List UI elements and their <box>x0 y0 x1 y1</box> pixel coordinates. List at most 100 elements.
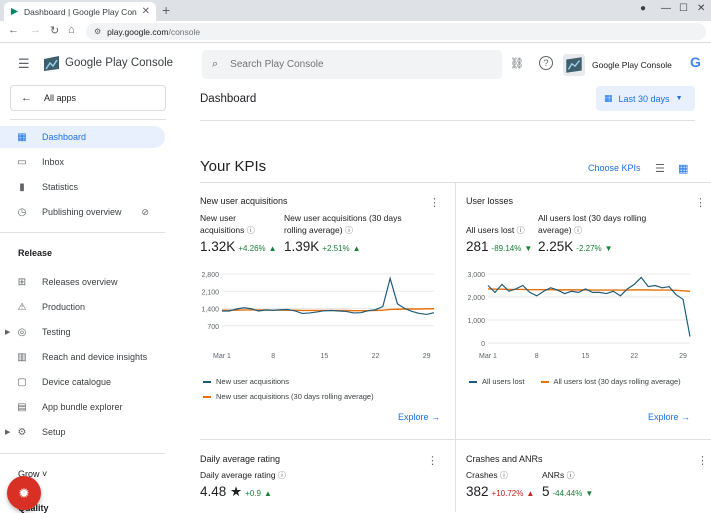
legend-item: All users lost All users lost (30 days ro… <box>469 377 681 386</box>
new-tab-icon[interactable]: + <box>162 2 171 18</box>
sidebar-item-label: Releases overview <box>42 277 118 287</box>
sidebar-item-publishing-overview[interactable]: ◷ Publishing overview ⊘ <box>0 201 165 223</box>
date-range-button[interactable]: ▦ Last 30 days ▼ <box>596 86 695 111</box>
all-apps-button[interactable]: ← All apps <box>10 85 166 111</box>
release-section-header: Release <box>18 248 53 258</box>
expand-setup-icon[interactable]: ▶ <box>5 429 11 436</box>
search-input[interactable] <box>230 59 471 70</box>
more-options-icon[interactable]: ⋮ <box>427 455 438 467</box>
url-host: play.google.com <box>107 26 169 37</box>
x-tick-label: 15 <box>582 353 590 360</box>
minimize-icon[interactable]: — <box>661 3 671 14</box>
x-tick-label: 29 <box>423 353 431 360</box>
legend-item: New user acquisitions (30 days rolling a… <box>203 392 374 401</box>
sidebar-item-statistics[interactable]: ▮ Statistics <box>0 176 165 198</box>
kpi-card-rating: Daily average rating ⋮ Daily average rat… <box>200 454 456 512</box>
explore-link[interactable]: Explore → <box>648 412 691 422</box>
app-logo-text: Google Play Console <box>65 57 174 69</box>
date-range-label: Last 30 days <box>618 93 670 104</box>
grid-view-icon[interactable]: ▦ <box>678 163 689 175</box>
explore-link[interactable]: Explore → <box>398 412 441 422</box>
play-console-favicon <box>10 7 19 16</box>
chevron-down-icon: ▼ <box>675 95 683 102</box>
choose-kpis-link[interactable]: Choose KPIs <box>588 163 641 173</box>
grow-section-header[interactable]: Grow ˅ <box>18 469 48 479</box>
series-line-average <box>487 288 691 292</box>
bug-icon: ✹ <box>18 484 30 501</box>
link-icon[interactable]: ⛓ <box>510 58 524 70</box>
sidebar-item-production[interactable]: ⚠ Production <box>0 296 165 318</box>
metric-delta: -89.14% <box>491 244 522 253</box>
divider <box>10 119 166 120</box>
metric-delta: +0.9 <box>245 489 261 498</box>
x-tick-label: 8 <box>535 353 539 360</box>
help-icon[interactable]: ? <box>539 56 553 70</box>
expand-testing-icon[interactable]: ▶ <box>5 329 11 336</box>
account-name: Google Play Console <box>592 59 672 70</box>
sidebar-item-inbox[interactable]: ▭ Inbox <box>0 151 165 173</box>
url-path: /console <box>168 26 201 37</box>
inbox-icon: ▭ <box>17 156 27 168</box>
x-tick-label: 8 <box>271 353 275 360</box>
metric-delta: +2.51% <box>322 244 350 253</box>
y-tick-label: 0 <box>481 341 485 348</box>
sidebar-item-label: App bundle explorer <box>42 402 123 412</box>
browser-address-bar: ← → ↻ ⌂ ⚙ play.google.com/console <box>0 21 711 43</box>
metric-delta: +4.26% <box>238 244 266 253</box>
metric-label: New user acquisitions (30 days rolling a… <box>284 213 402 235</box>
google-account-icon[interactable]: G <box>690 54 701 70</box>
sidebar-item-app-bundle-explorer[interactable]: ▤ App bundle explorer <box>0 396 165 418</box>
info-icon: ⓘ <box>500 471 509 480</box>
kpi-section-title: Your KPIs <box>200 158 267 175</box>
profile-menu-icon[interactable]: ● <box>640 3 647 14</box>
sidebar-item-reach-and-device-insights[interactable]: ▥ Reach and device insights <box>0 346 165 368</box>
back-icon[interactable]: ← <box>8 24 19 36</box>
divider <box>0 232 165 233</box>
search-bar[interactable]: ⌕ <box>202 50 502 79</box>
app-header: ☰ Google Play Console ⌕ ⛓ ? Google Play … <box>0 43 711 85</box>
metric-value: 2.25K -2.27% ▼ <box>538 239 613 254</box>
kpi-card-crashes: Crashes and ANRs ⋮ Crashes ⓘ 382 +10.72% ▲… <box>466 454 711 512</box>
reload-icon[interactable]: ↻ <box>50 25 60 37</box>
sidebar-item-label: Reach and device insights <box>42 352 148 362</box>
production-icon: ⚠ <box>17 301 27 313</box>
list-view-icon[interactable]: ☰ <box>655 163 665 175</box>
account-switcher[interactable]: Google Play Console <box>563 49 683 80</box>
metric-value: 1.39K +2.51% ▲ <box>284 239 361 254</box>
info-icon: ⓘ <box>573 226 582 235</box>
home-icon[interactable]: ⌂ <box>68 24 75 36</box>
bar-chart-icon: ▮ <box>19 181 25 193</box>
more-options-icon[interactable]: ⋮ <box>697 455 708 467</box>
card-title: User losses <box>466 196 514 206</box>
more-options-icon[interactable]: ⋮ <box>429 197 440 209</box>
sidebar-item-setup[interactable]: ⚙ Setup <box>0 421 165 443</box>
sidebar-item-releases-overview[interactable]: ⊞ Releases overview <box>0 271 165 293</box>
sidebar-item-dashboard[interactable]: ▦ Dashboard <box>0 126 165 148</box>
close-window-icon[interactable]: ✕ <box>697 3 706 14</box>
menu-icon[interactable]: ☰ <box>18 56 30 71</box>
maximize-icon[interactable]: ☐ <box>679 3 688 14</box>
calendar-icon: ▦ <box>604 93 613 103</box>
info-icon: ⓘ <box>344 226 353 235</box>
site-info-icon[interactable]: ⚙ <box>94 27 102 36</box>
legend-item: New user acquisitions <box>203 377 289 386</box>
info-icon: ⓘ <box>516 226 525 235</box>
sidebar-item-testing[interactable]: ◎ Testing <box>0 321 165 343</box>
arrow-back-icon: ← <box>21 92 32 104</box>
metric-value: 5 -44.44% ▼ <box>542 484 594 499</box>
metric-value: 4.48 ★ +0.9 ▲ <box>200 484 272 499</box>
more-options-icon[interactable]: ⋮ <box>695 197 706 209</box>
sidebar-item-device-catalogue[interactable]: ▢ Device catalogue <box>0 371 165 393</box>
tab-title: Dashboard | Google Play Console <box>24 6 137 17</box>
sidebar-item-label: Publishing overview <box>42 207 122 217</box>
url-field[interactable]: ⚙ play.google.com/console <box>86 23 706 40</box>
developer-avatar <box>563 53 585 76</box>
browser-tab[interactable]: Dashboard | Google Play Console ✕ <box>4 2 156 21</box>
info-icon: ⓘ <box>277 471 286 480</box>
y-tick-label: 700 <box>207 324 219 331</box>
metric-label: Daily average rating ⓘ <box>200 470 286 480</box>
metric-label: All users lost ⓘ <box>466 225 525 235</box>
close-tab-icon[interactable]: ✕ <box>141 6 150 17</box>
report-bug-button[interactable]: ✹ <box>7 476 41 510</box>
forward-icon[interactable]: → <box>30 24 41 36</box>
